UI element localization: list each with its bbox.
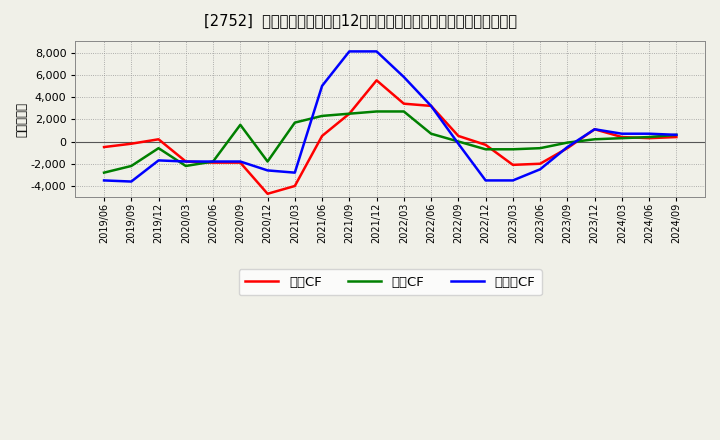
投資CF (345, 111, 354, 116)
投資CF (481, 147, 490, 152)
営業CF (563, 146, 572, 151)
投資CF (318, 113, 326, 118)
営業CF (236, 160, 245, 165)
フリーCF (290, 170, 299, 175)
投資CF (508, 147, 517, 152)
投資CF (236, 122, 245, 128)
フリーCF (127, 179, 135, 184)
フリーCF (563, 144, 572, 150)
投資CF (645, 134, 654, 139)
投資CF (127, 163, 135, 169)
投資CF (209, 159, 217, 164)
Text: [2752]  キャッシュフローの12か月移動合計の対前年同期増減額の推移: [2752] キャッシュフローの12か月移動合計の対前年同期増減額の推移 (204, 13, 516, 28)
投資CF (290, 120, 299, 125)
営業CF (454, 133, 463, 139)
フリーCF (427, 103, 436, 109)
Y-axis label: （百万円）: （百万円） (15, 102, 28, 137)
フリーCF (345, 49, 354, 54)
フリーCF (236, 159, 245, 164)
フリーCF (100, 178, 109, 183)
投資CF (427, 131, 436, 136)
営業CF (672, 134, 680, 139)
投資CF (672, 132, 680, 137)
投資CF (590, 137, 599, 142)
フリーCF (508, 178, 517, 183)
営業CF (345, 111, 354, 116)
Line: 投資CF: 投資CF (104, 111, 676, 172)
営業CF (618, 134, 626, 139)
営業CF (100, 144, 109, 150)
投資CF (618, 136, 626, 141)
フリーCF (154, 158, 163, 163)
フリーCF (264, 168, 272, 173)
フリーCF (618, 131, 626, 136)
営業CF (536, 161, 544, 166)
営業CF (154, 137, 163, 142)
フリーCF (645, 131, 654, 136)
フリーCF (590, 127, 599, 132)
営業CF (590, 127, 599, 132)
営業CF (127, 141, 135, 147)
投資CF (264, 159, 272, 164)
営業CF (181, 159, 190, 164)
営業CF (645, 136, 654, 141)
投資CF (154, 146, 163, 151)
フリーCF (181, 159, 190, 164)
営業CF (372, 78, 381, 83)
Line: フリーCF: フリーCF (104, 51, 676, 182)
フリーCF (209, 159, 217, 164)
フリーCF (454, 141, 463, 147)
フリーCF (318, 83, 326, 88)
Legend: 営業CF, 投資CF, フリーCF: 営業CF, 投資CF, フリーCF (239, 269, 541, 295)
営業CF (481, 142, 490, 147)
フリーCF (481, 178, 490, 183)
投資CF (100, 170, 109, 175)
営業CF (318, 133, 326, 139)
フリーCF (400, 74, 408, 80)
投資CF (372, 109, 381, 114)
営業CF (290, 183, 299, 189)
フリーCF (672, 132, 680, 137)
営業CF (264, 191, 272, 196)
投資CF (536, 146, 544, 151)
投資CF (563, 140, 572, 145)
投資CF (400, 109, 408, 114)
投資CF (181, 163, 190, 169)
営業CF (508, 162, 517, 168)
営業CF (209, 160, 217, 165)
営業CF (400, 101, 408, 106)
フリーCF (372, 49, 381, 54)
営業CF (427, 103, 436, 109)
Line: 営業CF: 営業CF (104, 81, 676, 194)
投資CF (454, 139, 463, 144)
フリーCF (536, 167, 544, 172)
